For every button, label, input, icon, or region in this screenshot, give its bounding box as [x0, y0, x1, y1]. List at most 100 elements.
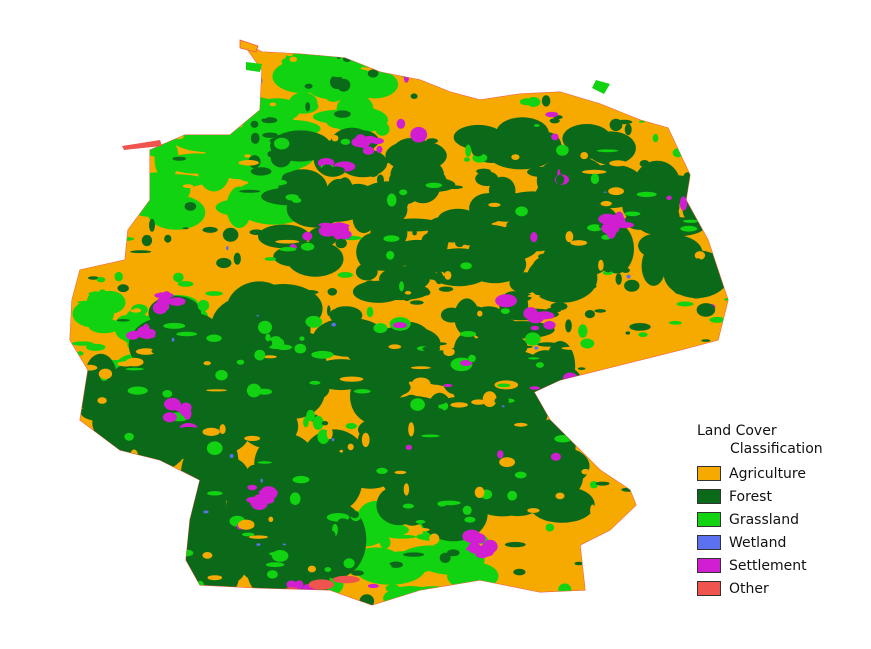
land-cover-patch — [286, 177, 307, 185]
land-cover-patch — [499, 457, 515, 467]
land-cover-patch — [437, 460, 454, 467]
land-cover-patch — [404, 291, 412, 295]
land-cover-patch — [376, 419, 388, 431]
land-cover-patch — [515, 597, 523, 605]
land-cover-patch — [128, 493, 138, 501]
land-cover-patch — [201, 599, 209, 604]
land-cover-patch — [672, 532, 685, 539]
land-cover-patch — [377, 563, 392, 568]
land-cover-patch — [129, 174, 208, 188]
land-cover-patch — [551, 216, 562, 229]
land-cover-patch — [82, 51, 89, 63]
land-cover-patch — [500, 308, 510, 314]
land-cover-patch — [271, 550, 289, 562]
land-cover-patch — [613, 51, 626, 59]
land-cover-patch — [133, 596, 138, 601]
land-cover-patch — [347, 443, 354, 451]
land-cover-patch — [305, 315, 323, 328]
land-cover-patch — [268, 551, 287, 556]
legend-swatch-grassland — [697, 512, 721, 527]
land-cover-patch — [696, 322, 707, 327]
land-cover-patch — [289, 56, 297, 62]
land-cover-patch — [376, 145, 383, 153]
land-cover-patch — [367, 583, 379, 589]
land-cover-patch — [306, 409, 315, 422]
land-cover-patch — [120, 574, 136, 579]
land-cover-patch — [360, 126, 379, 131]
land-cover-patch — [580, 42, 585, 45]
land-cover-patch — [285, 194, 299, 201]
land-cover-patch — [563, 242, 611, 276]
land-cover-patch — [624, 123, 632, 136]
land-cover-patch — [340, 138, 351, 145]
land-cover-patch — [421, 398, 446, 406]
land-cover-patch — [288, 590, 296, 598]
land-cover-patch — [468, 542, 481, 554]
land-cover-patch — [603, 191, 607, 193]
land-cover-patch — [114, 218, 125, 232]
land-cover-patch — [357, 136, 370, 149]
land-cover-patch — [71, 341, 94, 346]
land-cover-patch — [294, 591, 319, 603]
land-cover-patch — [337, 78, 351, 92]
legend-item-wetland: Wetland — [697, 531, 847, 554]
land-cover-patch — [257, 461, 272, 464]
land-cover-patch — [79, 133, 103, 137]
land-cover-patch — [146, 274, 166, 290]
land-cover-patch — [584, 283, 597, 289]
land-cover-patch — [399, 189, 408, 196]
land-cover-patch — [669, 236, 682, 247]
land-cover-patch — [234, 57, 240, 63]
land-cover-patch — [327, 305, 331, 317]
land-cover-patch — [560, 606, 575, 612]
land-cover-patch — [598, 213, 617, 225]
land-cover-patch — [250, 167, 272, 176]
land-cover-patch — [121, 561, 136, 567]
land-cover-patch — [329, 544, 345, 547]
land-cover-patch — [722, 373, 728, 381]
land-cover-patch — [126, 331, 140, 340]
land-cover-patch — [73, 522, 90, 529]
land-cover-patch — [141, 234, 153, 247]
land-cover-patch — [335, 238, 347, 249]
land-cover-patch — [264, 257, 277, 261]
land-cover-patch — [678, 379, 691, 384]
land-cover-patch — [317, 429, 330, 445]
land-cover-patch — [402, 153, 420, 182]
north-sea-islands — [122, 39, 610, 150]
land-cover-patch — [195, 570, 214, 584]
land-cover-patch — [589, 544, 608, 549]
land-cover-patch — [625, 331, 631, 335]
land-cover-patch — [679, 196, 688, 211]
land-cover-patch — [417, 510, 443, 518]
land-cover-patch — [389, 356, 395, 362]
land-cover-patch — [200, 62, 211, 72]
land-cover-patch — [248, 535, 268, 539]
land-cover-patch — [173, 272, 184, 283]
land-cover-patch — [581, 468, 590, 475]
land-cover-patch — [456, 589, 487, 602]
land-cover-patch — [398, 47, 408, 58]
land-cover-patch — [534, 346, 539, 350]
land-cover-patch — [468, 354, 476, 363]
land-cover-patch — [97, 397, 107, 404]
land-cover-patch — [578, 324, 588, 338]
land-cover-patch — [646, 380, 653, 393]
land-cover-patch — [346, 66, 359, 75]
land-cover-patch — [265, 179, 288, 186]
land-cover-patch — [443, 384, 453, 387]
land-cover-patch — [142, 331, 156, 336]
land-cover-patch — [595, 481, 610, 486]
land-cover-patch — [101, 265, 120, 273]
land-cover-patch — [639, 160, 650, 168]
land-cover-patch — [218, 86, 230, 91]
land-cover-patch — [185, 460, 207, 512]
land-cover-patch — [207, 575, 223, 581]
land-cover-patch — [620, 42, 624, 54]
land-cover-patch — [580, 152, 589, 160]
land-cover-patch — [207, 340, 268, 376]
land-cover-patch — [305, 342, 331, 348]
land-cover-patch — [711, 162, 728, 173]
land-cover-patch — [251, 76, 258, 82]
